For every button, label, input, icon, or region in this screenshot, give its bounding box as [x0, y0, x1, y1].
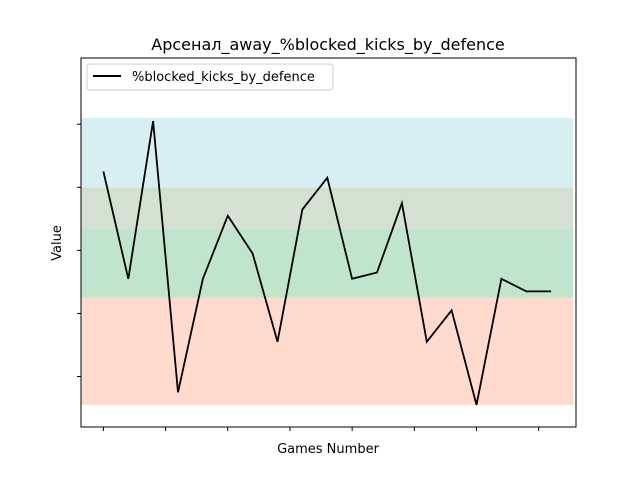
x-axis-label: Games Number	[277, 442, 379, 457]
legend: %blocked_kicks_by_defence	[87, 64, 333, 90]
y-axis-label: Value	[50, 225, 65, 261]
chart-title: Арсенал_away_%blocked_kicks_by_defence	[151, 35, 504, 55]
y-axis-ticks	[77, 124, 81, 376]
legend-label: %blocked_kicks_by_defence	[132, 70, 315, 85]
background-band-1	[81, 298, 573, 405]
background-band-3	[81, 187, 573, 228]
background-bands	[81, 118, 573, 405]
x-axis-ticks	[103, 427, 538, 431]
